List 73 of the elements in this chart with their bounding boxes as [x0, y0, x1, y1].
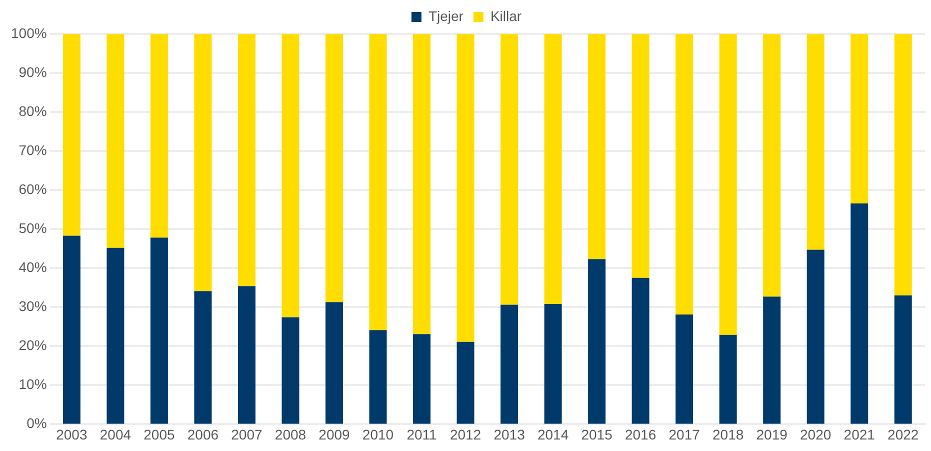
- x-tick-label: 2022: [888, 426, 919, 442]
- bar: [282, 317, 300, 424]
- x-tick-label: 2014: [537, 426, 569, 442]
- bar: [676, 314, 694, 424]
- x-tick-label: 2003: [56, 426, 88, 442]
- bar: [763, 34, 781, 297]
- bar: [238, 34, 256, 286]
- y-tick-label: 10%: [18, 376, 47, 392]
- x-tick-label: 2011: [406, 426, 438, 442]
- y-tick-label: 60%: [18, 180, 47, 197]
- y-tick-label: 90%: [18, 64, 47, 80]
- bar: [719, 334, 737, 424]
- bar: [62, 236, 80, 424]
- bar: [632, 278, 650, 424]
- bar: [413, 334, 431, 424]
- x-tick-label: 2012: [450, 426, 482, 442]
- bar: [106, 34, 124, 248]
- legend-label: Tjejer: [428, 8, 464, 24]
- y-tick-label: 20%: [18, 337, 47, 354]
- bar: [150, 238, 168, 424]
- x-tick-label: 2009: [318, 426, 350, 442]
- bar: [588, 259, 606, 424]
- x-tick-label: 2015: [581, 426, 613, 442]
- x-tick-label: 2006: [187, 426, 219, 442]
- bar: [325, 302, 343, 424]
- x-tick-label: 2018: [712, 426, 744, 442]
- y-tick-label: 70%: [18, 142, 47, 158]
- bar: [456, 34, 474, 342]
- bar: [806, 250, 824, 424]
- bar: [894, 295, 912, 424]
- bar: [325, 34, 343, 302]
- x-tick-label: 2008: [274, 426, 306, 442]
- x-tick-label: 2007: [231, 426, 263, 442]
- x-tick-label: 2010: [362, 426, 394, 442]
- y-tick-label: 50%: [18, 220, 47, 236]
- bar: [632, 34, 650, 278]
- x-tick-label: 2019: [756, 426, 788, 442]
- x-tick-label: 2004: [100, 426, 132, 442]
- bar: [894, 34, 912, 296]
- bar: [456, 342, 474, 424]
- y-tick-label: 40%: [18, 258, 47, 275]
- bar: [544, 34, 562, 304]
- bar: [238, 286, 256, 424]
- y-tick-label: 80%: [18, 102, 47, 119]
- bar: [369, 34, 387, 330]
- bar: [500, 304, 518, 424]
- x-tick-label: 2017: [668, 426, 700, 442]
- x-tick-label: 2016: [624, 426, 656, 442]
- x-tick-label: 2005: [144, 426, 175, 442]
- bar: [588, 34, 606, 260]
- bar: [413, 34, 431, 334]
- bar: [282, 34, 300, 318]
- bar: [676, 34, 694, 315]
- y-tick-label: 100%: [10, 24, 47, 41]
- bar: [106, 248, 124, 424]
- bar: [150, 34, 168, 238]
- legend-label: Killar: [490, 8, 522, 24]
- bar: [850, 203, 868, 424]
- y-tick-label: 0%: [26, 415, 47, 432]
- bar: [194, 291, 212, 424]
- bar: [369, 330, 387, 424]
- bar: [544, 304, 562, 424]
- x-tick-label: 2021: [844, 426, 876, 442]
- bar: [719, 34, 737, 335]
- bar: [500, 34, 518, 305]
- bar: [850, 34, 868, 204]
- x-tick-label: 2013: [494, 426, 526, 442]
- bar: [194, 34, 212, 292]
- bar: [806, 34, 824, 250]
- bar: [62, 34, 80, 236]
- bar: [763, 296, 781, 424]
- y-tick-label: 30%: [18, 298, 47, 314]
- x-tick-label: 2020: [800, 426, 832, 442]
